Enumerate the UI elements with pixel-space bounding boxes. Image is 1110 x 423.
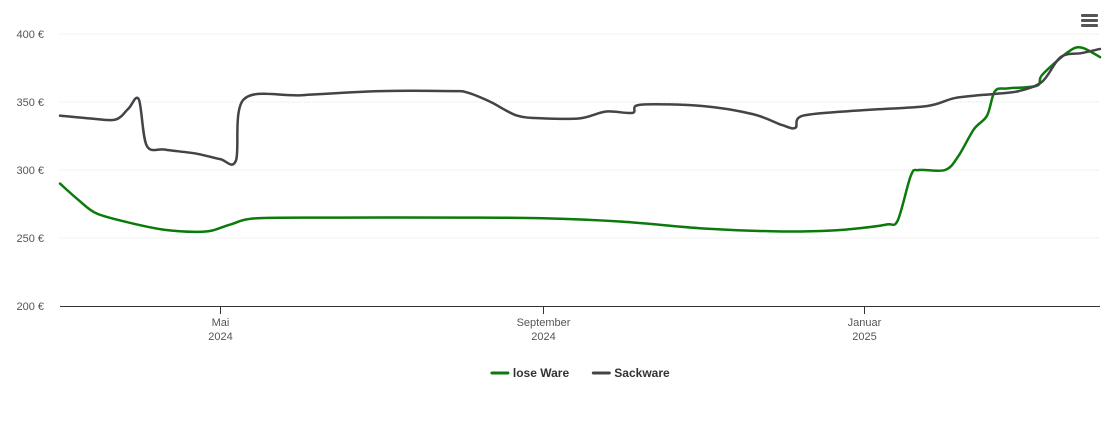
y-tick-label: 350 € xyxy=(16,97,44,109)
series-lines xyxy=(58,46,1102,234)
legend-item-lose-ware[interactable]: lose Ware xyxy=(490,366,570,380)
legend-label: Sackware xyxy=(614,366,670,380)
x-axis: Mai 2024 September 2024 Januar 2025 xyxy=(60,306,1100,343)
x-tick-label-year: 2024 xyxy=(208,331,232,343)
y-tick-label: 200 € xyxy=(16,301,44,313)
y-tick-label: 400 € xyxy=(16,29,44,41)
y-tick-label: 300 € xyxy=(16,165,44,177)
grid-lines xyxy=(60,33,1100,239)
x-tick-label-month: Mai xyxy=(212,317,230,329)
hamburger-menu-icon xyxy=(1080,14,1098,17)
legend-item-sackware[interactable]: Sackware xyxy=(591,366,670,380)
hamburger-menu-icon-bar xyxy=(1080,24,1098,27)
legend[interactable]: lose Ware Sackware xyxy=(490,366,670,380)
x-tick-label-year: 2024 xyxy=(531,331,555,343)
legend-label: lose Ware xyxy=(513,366,570,380)
x-tick-label-year: 2025 xyxy=(852,331,876,343)
y-axis-labels: 400 € 350 € 300 € 250 € 200 € xyxy=(16,29,44,313)
x-tick-label-month: Januar xyxy=(848,317,882,329)
x-tick-label-month: September xyxy=(517,317,571,329)
series-line-sackware[interactable] xyxy=(58,47,1102,166)
y-tick-label: 250 € xyxy=(16,233,44,245)
series-line-lose-ware[interactable] xyxy=(58,46,1102,234)
chart-menu-button[interactable] xyxy=(1078,12,1100,32)
hamburger-menu-icon-bar xyxy=(1080,19,1098,22)
